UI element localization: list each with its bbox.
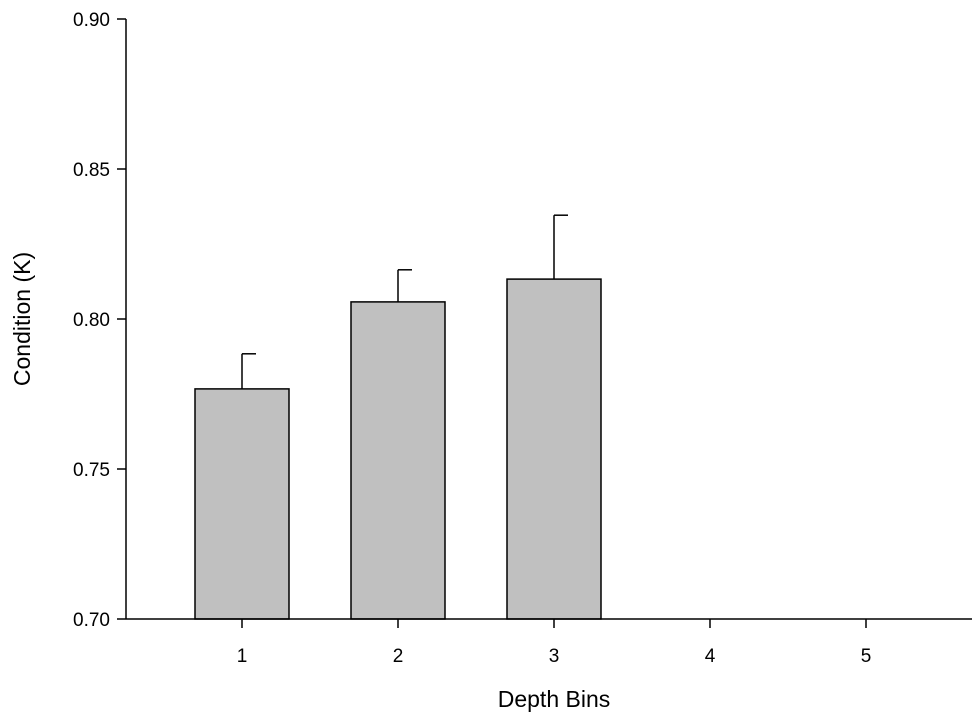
error-bars-layer bbox=[241, 214, 568, 389]
x-axis-title: Depth Bins bbox=[498, 686, 611, 712]
bar-2 bbox=[350, 301, 446, 620]
x-tick-label: 4 bbox=[705, 646, 716, 667]
y-axis-title: Condition (K) bbox=[9, 252, 35, 386]
x-tick-label: 5 bbox=[861, 646, 872, 667]
y-tick-label: 0.85 bbox=[73, 160, 110, 181]
bar-1 bbox=[194, 388, 290, 620]
y-ticks-layer: 0.70 0.75 0.80 0.85 0.90 bbox=[73, 10, 126, 631]
x-tick-label: 1 bbox=[237, 646, 248, 667]
y-tick-label: 0.75 bbox=[73, 460, 110, 481]
x-tick-label: 2 bbox=[393, 646, 404, 667]
bar-3 bbox=[506, 278, 602, 620]
x-tick-label: 3 bbox=[549, 646, 560, 667]
bars-layer bbox=[194, 278, 602, 620]
y-tick-label: 0.80 bbox=[73, 310, 110, 331]
y-tick-label: 0.90 bbox=[73, 10, 110, 31]
x-ticks-layer: 1 2 3 4 5 bbox=[237, 619, 872, 667]
y-tick-label: 0.70 bbox=[73, 610, 110, 631]
